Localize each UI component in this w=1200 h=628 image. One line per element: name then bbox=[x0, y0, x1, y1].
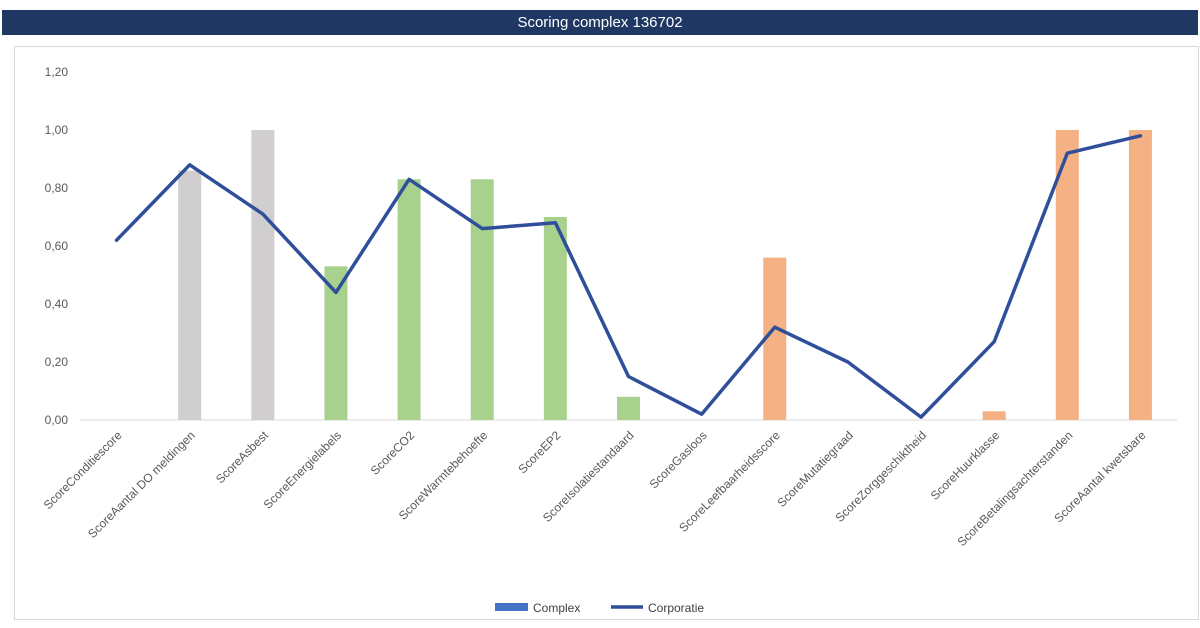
x-tick-label: ScoreBetalingsachterstanden bbox=[955, 428, 1076, 549]
y-tick-label: 0,60 bbox=[45, 239, 69, 253]
x-tick-label: ScoreMutatiegraad bbox=[774, 428, 856, 510]
bar-scoreenergielabels bbox=[324, 266, 348, 420]
bar-scoreisolatiestandaard bbox=[617, 396, 640, 420]
x-tick-label: ScoreEnergielabels bbox=[261, 428, 344, 511]
chart-area: 0,00 0,20 0,40 0,60 0,80 1,00 1,20 ScoreConditi… bbox=[14, 46, 1199, 620]
x-tick-label: ScoreGasloos bbox=[647, 428, 710, 491]
bar-scoreasbest bbox=[251, 130, 275, 420]
bar-scoreaantal-do-meldingen bbox=[178, 170, 202, 420]
bar-scoreleefbaarheidsscore bbox=[763, 257, 787, 420]
y-tick-label: 0,00 bbox=[45, 413, 69, 427]
chart-title: Scoring complex 136702 bbox=[2, 10, 1198, 35]
x-tick-label: ScoreAsbest bbox=[213, 428, 271, 486]
y-tick-label: 1,20 bbox=[45, 65, 69, 79]
legend-label-complex: Complex bbox=[533, 601, 580, 615]
bar-scorehuurklasse bbox=[982, 411, 1006, 420]
bar-scoreep2 bbox=[543, 217, 567, 420]
x-tick-label: ScoreEP2 bbox=[515, 428, 563, 476]
x-tick-label: ScoreCO2 bbox=[368, 428, 418, 478]
bar-scoreco2 bbox=[397, 179, 421, 420]
bar-scoreaantal-kwetsbare bbox=[1128, 130, 1152, 420]
y-tick-label: 0,20 bbox=[45, 355, 69, 369]
bar-scorewarmtebehoefte bbox=[470, 179, 494, 420]
x-tick-label: ScoreHuurklasse bbox=[928, 428, 1003, 503]
y-tick-label: 0,40 bbox=[45, 297, 69, 311]
legend-swatch-complex bbox=[495, 603, 528, 611]
combo-chart: 0,00 0,20 0,40 0,60 0,80 1,00 1,20 ScoreConditi… bbox=[41, 65, 1177, 615]
corporatie-line bbox=[114, 134, 1143, 419]
legend-label-corporatie: Corporatie bbox=[648, 601, 704, 615]
bar-scorebetalingsachterstanden bbox=[1055, 130, 1079, 420]
x-tick-label: ScoreConditiescore bbox=[41, 428, 125, 512]
y-tick-label: 1,00 bbox=[45, 123, 69, 137]
y-tick-label: 0,80 bbox=[45, 181, 69, 195]
